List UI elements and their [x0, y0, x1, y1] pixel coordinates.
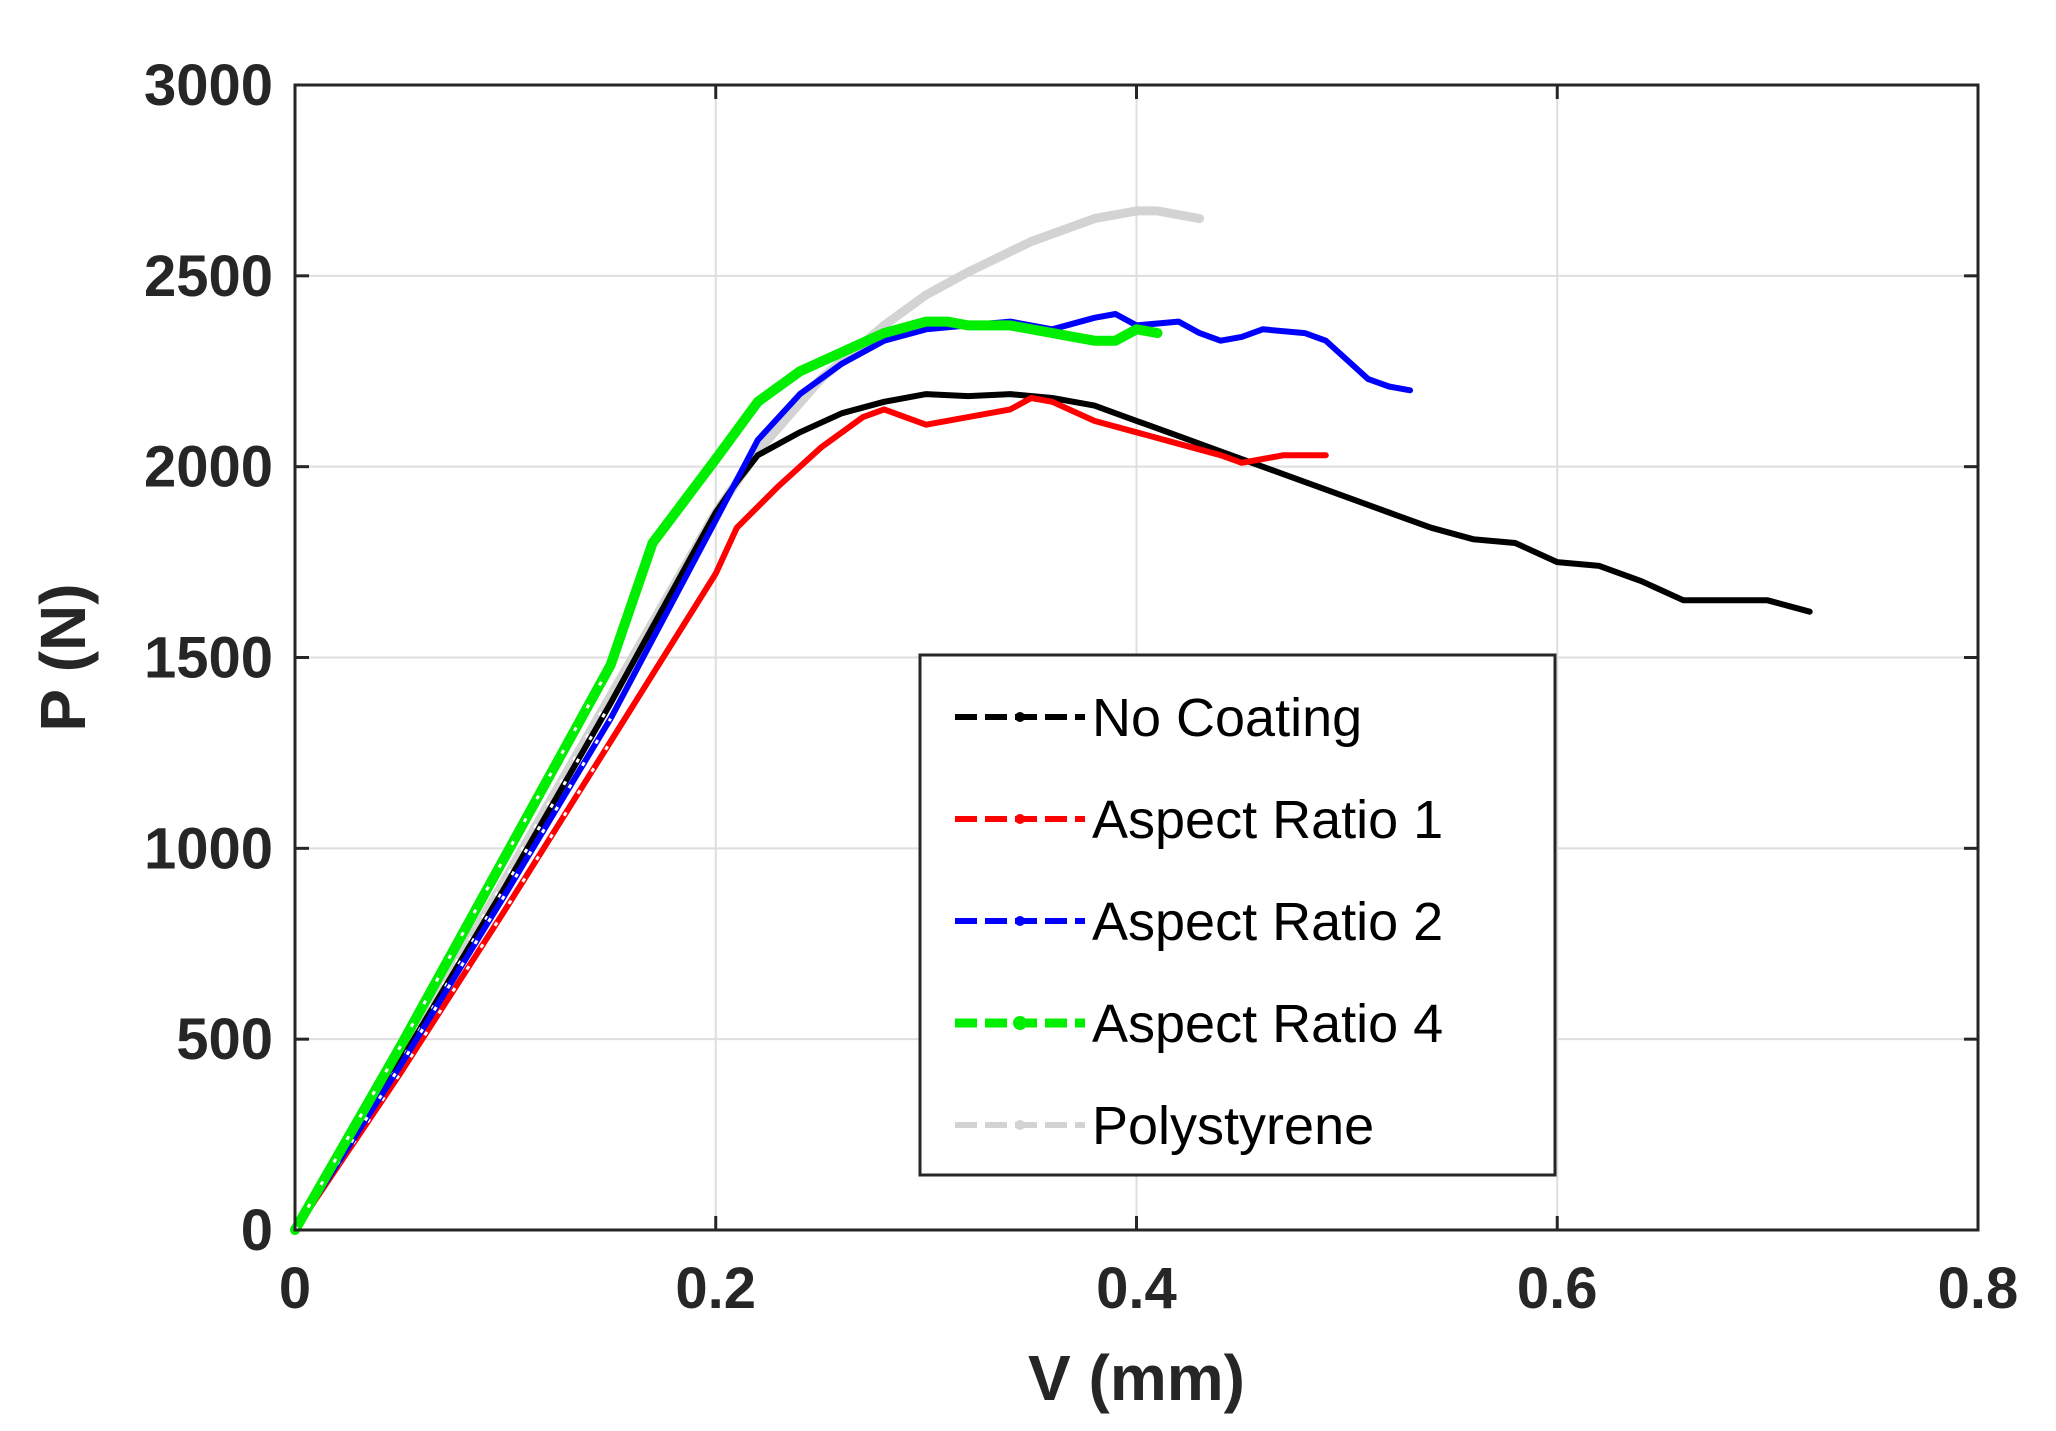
- y-tick-label: 2000: [144, 435, 273, 500]
- legend-label: No Coating: [1092, 688, 1362, 748]
- legend-marker: [1013, 1016, 1027, 1030]
- x-tick-label: 0.6: [1517, 1256, 1598, 1321]
- series-line-polystyrene: [290, 206, 1205, 1235]
- legend-box: [918, 653, 1557, 1177]
- legend-label: Aspect Ratio 2: [1092, 892, 1443, 952]
- legend-label: Aspect Ratio 1: [1092, 790, 1443, 850]
- series-lines: [290, 206, 1813, 1235]
- legend-marker: [1015, 814, 1025, 824]
- y-tick-label: 1000: [144, 816, 273, 881]
- series-line-aspect-ratio-2: [292, 311, 1413, 1233]
- y-tick-label: 3000: [144, 53, 273, 118]
- x-tick-label: 0.8: [1938, 1256, 2019, 1321]
- y-tick-label: 0: [241, 1198, 273, 1263]
- y-axis-title: P (N): [27, 583, 99, 731]
- x-tick-label: 0: [279, 1256, 311, 1321]
- series-dash-overlay: [293, 664, 612, 1231]
- x-axis-title: V (mm): [1028, 1342, 1245, 1414]
- series-line-aspect-ratio-1: [292, 395, 1329, 1233]
- legend-marker: [1015, 712, 1025, 722]
- legend-label: Polystyrene: [1092, 1096, 1374, 1156]
- legend-marker: [1015, 916, 1025, 926]
- legend-label: Aspect Ratio 4: [1092, 994, 1443, 1054]
- y-tick-label: 2500: [144, 244, 273, 309]
- legend-marker: [1015, 1120, 1025, 1130]
- tick-labels: 0 0.2 0.4 0.6 0.8 0 500 1000 1500 2000 2500 3000: [144, 53, 2018, 1321]
- x-tick-label: 0.4: [1096, 1256, 1177, 1321]
- y-tick-label: 500: [176, 1007, 273, 1072]
- x-tick-label: 0.2: [675, 1256, 756, 1321]
- legend: No Coating Aspect Ratio 1 Aspect Ratio 2 As…: [918, 653, 1557, 1177]
- series-line-aspect-ratio-4: [290, 316, 1163, 1235]
- y-tick-label: 1500: [144, 626, 273, 691]
- series-dash-overlay: [293, 740, 612, 1231]
